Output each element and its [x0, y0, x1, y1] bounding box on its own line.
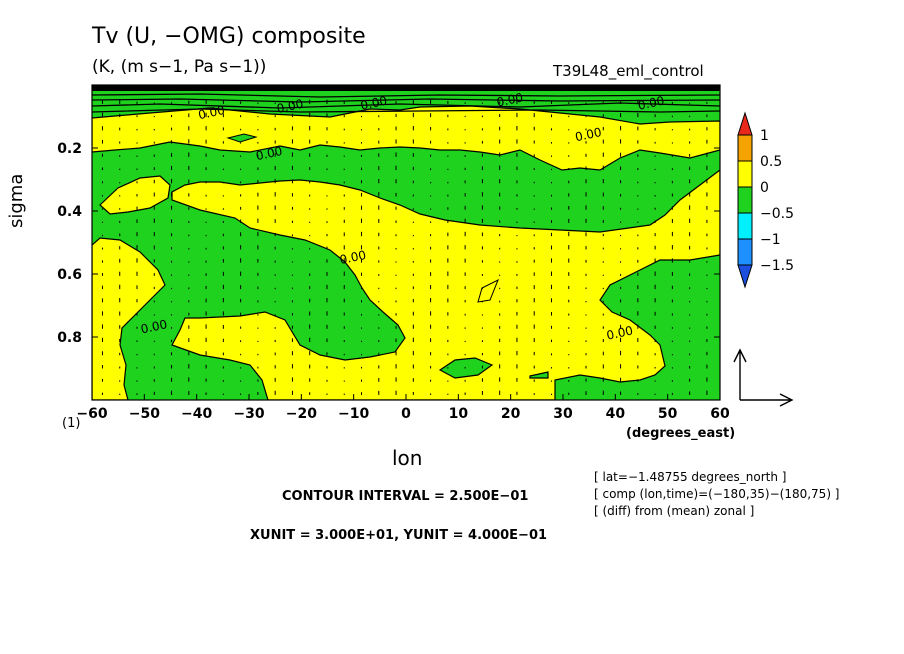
vector-units: XUNIT = 3.000E+01, YUNIT = 4.000E−01 — [250, 528, 548, 543]
colorbar-segment — [737, 186, 753, 214]
positive-region-left — [92, 237, 166, 400]
y-tick-label: 0.4 — [57, 204, 82, 220]
y-axis-ticks: 0.2 0.4 0.6 0.8 — [57, 141, 720, 346]
x-unit-label: (degrees_east) — [626, 426, 736, 441]
colorbar-label: −1.5 — [760, 258, 794, 274]
colorbar-label: −1 — [760, 232, 781, 248]
x-tick-label: 0 — [401, 406, 411, 422]
colorbar-label: −0.5 — [760, 206, 794, 222]
info-line-comp: [ comp (lon,time)=(−180,35)−(180,75) ] — [594, 487, 840, 501]
positive-region-main — [171, 169, 720, 400]
run-name: T39L48_eml_control — [553, 62, 704, 80]
reference-vector-arrow — [733, 348, 794, 407]
positive-region-upper-left — [99, 175, 171, 215]
vector-field — [101, 99, 708, 395]
contour-label: 0.00 — [276, 97, 305, 116]
contour-label: 0.00 — [338, 248, 367, 267]
colorbar-label: 1 — [760, 128, 769, 144]
negative-island-3 — [226, 133, 258, 143]
contour-labels: 0.00 0.00 0.00 0.00 0.00 0.00 0.00 0.00 0.00 0.00 — [139, 90, 665, 342]
y-tick-label: 0.2 — [57, 141, 82, 157]
contour-label: 0.00 — [637, 94, 666, 113]
contour-label: 0.00 — [139, 317, 168, 336]
y-tick-label: 0.8 — [57, 330, 82, 346]
x-axis-ticks: −60 −50 −40 −30 −20 −10 0 10 20 30 40 50 60 — [76, 85, 730, 422]
colorbar: 1 0.5 0 −0.5 −1 −1.5 — [737, 111, 794, 289]
colorbar-top-triangle — [737, 111, 753, 136]
y-extra-label: (1) — [62, 416, 81, 431]
top-contours — [92, 93, 720, 113]
x-tick-label: −30 — [233, 406, 264, 422]
positive-region-upper — [92, 105, 720, 171]
info-line-diff: [ (diff) from (mean) zonal ] — [594, 504, 755, 518]
y-tick-label: 0.6 — [57, 267, 82, 283]
colorbar-segment — [737, 212, 753, 240]
chart-units: (K, (m s−1, Pa s−1)) — [92, 57, 267, 77]
x-tick-label: −40 — [181, 406, 212, 422]
colorbar-label: 0 — [760, 180, 769, 196]
x-tick-label: −50 — [129, 406, 160, 422]
contour-label: 0.00 — [605, 323, 634, 342]
colorbar-segment — [737, 160, 753, 188]
x-tick-label: 40 — [606, 406, 626, 422]
colorbar-bottom-triangle — [737, 264, 753, 289]
contour-label: 0.00 — [197, 103, 226, 122]
x-tick-label: −60 — [76, 406, 107, 422]
reference-vector — [733, 348, 794, 407]
colorbar-label: 0.5 — [760, 154, 782, 170]
negative-island-2 — [529, 371, 549, 379]
x-tick-label: 30 — [553, 406, 573, 422]
x-tick-label: −10 — [338, 406, 369, 422]
colorbar-segment — [737, 238, 753, 266]
x-tick-label: 10 — [449, 406, 469, 422]
negative-island-1 — [438, 357, 494, 379]
chart-title: Tv (U, −OMG) composite — [92, 24, 366, 49]
contour-label: 0.00 — [495, 90, 524, 109]
plot-area: 0.00 0.00 0.00 0.00 0.00 0.00 0.00 0.00 0.00 0.00 — [92, 85, 720, 400]
contour-label: 0.00 — [359, 94, 388, 113]
colorbar-segment — [737, 134, 753, 162]
x-tick-label: 50 — [658, 406, 678, 422]
contour-interval: CONTOUR INTERVAL = 2.500E−01 — [282, 489, 529, 504]
x-tick-label: −20 — [286, 406, 317, 422]
x-tick-label: 60 — [710, 406, 730, 422]
contour-small-loop — [477, 278, 499, 303]
x-axis-label: lon — [392, 446, 423, 470]
contour-label: 0.00 — [574, 125, 603, 144]
contour-label: 0.00 — [255, 144, 284, 163]
x-tick-label: 20 — [501, 406, 521, 422]
info-line-lat: [ lat=−1.48755 degrees_north ] — [594, 470, 787, 484]
